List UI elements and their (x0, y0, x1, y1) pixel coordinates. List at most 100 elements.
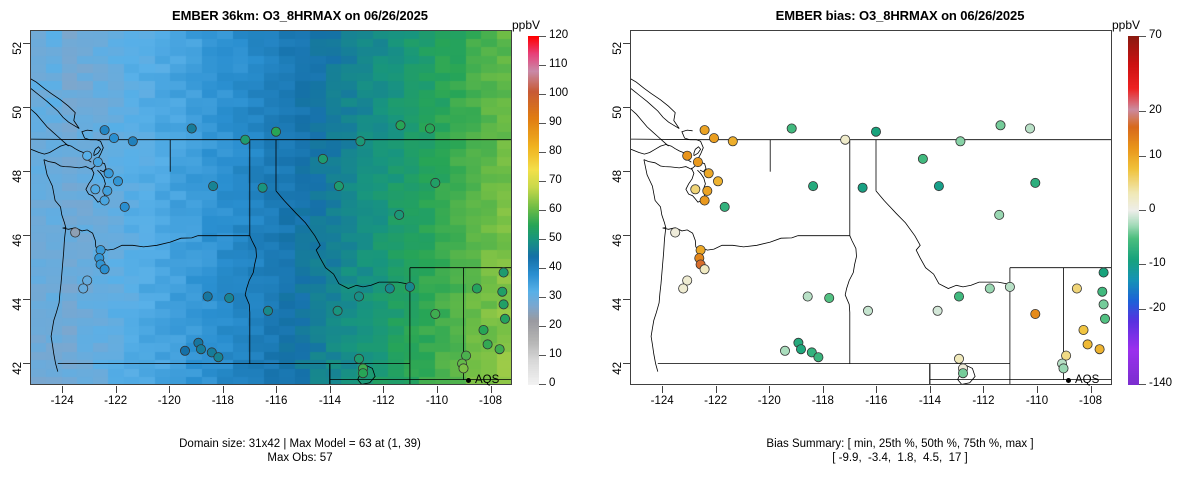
station-marker[interactable] (870, 126, 881, 137)
station-marker[interactable] (317, 153, 328, 164)
station-marker[interactable] (186, 123, 197, 134)
station-marker[interactable] (195, 344, 206, 355)
station-marker[interactable] (471, 283, 482, 294)
station-marker[interactable] (690, 184, 701, 195)
station-marker[interactable] (102, 185, 113, 196)
station-marker[interactable] (813, 352, 824, 363)
station-marker[interactable] (1078, 324, 1089, 335)
station-marker[interactable] (995, 120, 1006, 131)
station-marker[interactable] (498, 267, 509, 278)
station-marker[interactable] (984, 283, 995, 294)
station-marker[interactable] (257, 182, 268, 193)
station-marker[interactable] (332, 305, 343, 316)
station-marker[interactable] (682, 150, 693, 161)
station-marker[interactable] (99, 195, 110, 206)
station-marker[interactable] (1097, 286, 1108, 297)
station-marker[interactable] (404, 281, 415, 292)
station-marker[interactable] (424, 123, 435, 134)
map-plot-bias[interactable] (630, 30, 1112, 385)
station-marker[interactable] (224, 292, 235, 303)
station-marker[interactable] (713, 176, 724, 187)
station-marker[interactable] (955, 136, 966, 147)
station-marker[interactable] (779, 345, 790, 356)
station-marker[interactable] (840, 134, 851, 145)
station-marker[interactable] (699, 264, 710, 275)
station-marker[interactable] (1098, 299, 1109, 310)
station-marker[interactable] (127, 136, 138, 147)
station-marker[interactable] (461, 350, 472, 361)
station-marker[interactable] (808, 181, 819, 192)
station-marker[interactable] (682, 275, 693, 286)
station-marker[interactable] (953, 291, 964, 302)
station-marker[interactable] (1030, 177, 1041, 188)
station-marker[interactable] (670, 227, 681, 238)
station-marker[interactable] (932, 305, 943, 316)
station-markers[interactable] (70, 120, 510, 379)
station-marker[interactable] (240, 134, 251, 145)
station-markers[interactable] (670, 120, 1110, 379)
station-marker[interactable] (78, 283, 89, 294)
station-marker[interactable] (270, 126, 281, 137)
station-marker[interactable] (1024, 123, 1035, 134)
station-marker[interactable] (497, 286, 508, 297)
station-marker[interactable] (92, 157, 103, 168)
station-marker[interactable] (1098, 267, 1109, 278)
station-marker[interactable] (179, 345, 190, 356)
station-marker[interactable] (482, 339, 493, 350)
station-marker[interactable] (933, 181, 944, 192)
station-marker[interactable] (394, 209, 405, 220)
station-marker[interactable] (353, 353, 364, 364)
station-marker[interactable] (113, 176, 124, 187)
station-marker[interactable] (727, 136, 738, 147)
station-marker[interactable] (357, 368, 368, 379)
station-marker[interactable] (703, 168, 714, 179)
station-marker[interactable] (1071, 283, 1082, 294)
station-marker[interactable] (786, 123, 797, 134)
station-marker[interactable] (99, 264, 110, 275)
station-marker[interactable] (1099, 313, 1110, 324)
station-marker[interactable] (478, 324, 489, 335)
station-marker[interactable] (953, 353, 964, 364)
station-marker[interactable] (262, 305, 273, 316)
station-marker[interactable] (119, 201, 130, 212)
station-marker[interactable] (355, 136, 366, 147)
station-marker[interactable] (994, 209, 1005, 220)
station-marker[interactable] (90, 184, 101, 195)
station-marker[interactable] (82, 275, 93, 286)
map-plot-model[interactable] (30, 30, 512, 385)
station-marker[interactable] (494, 344, 505, 355)
station-marker[interactable] (719, 201, 730, 212)
station-marker[interactable] (99, 125, 110, 136)
station-marker[interactable] (333, 181, 344, 192)
station-marker[interactable] (802, 291, 813, 302)
station-marker[interactable] (499, 313, 510, 324)
station-marker[interactable] (1030, 308, 1041, 319)
station-marker[interactable] (430, 177, 441, 188)
station-marker[interactable] (824, 292, 835, 303)
station-marker[interactable] (208, 181, 219, 192)
station-marker[interactable] (1058, 363, 1069, 374)
station-marker[interactable] (917, 153, 928, 164)
station-marker[interactable] (1061, 350, 1072, 361)
station-marker[interactable] (430, 308, 441, 319)
station-marker[interactable] (857, 182, 868, 193)
station-marker[interactable] (702, 185, 713, 196)
station-marker[interactable] (498, 299, 509, 310)
station-marker[interactable] (709, 133, 720, 144)
station-marker[interactable] (82, 150, 93, 161)
station-marker[interactable] (692, 157, 703, 168)
station-marker[interactable] (699, 195, 710, 206)
station-marker[interactable] (103, 168, 114, 179)
station-marker[interactable] (353, 291, 364, 302)
station-marker[interactable] (458, 363, 469, 374)
station-marker[interactable] (795, 344, 806, 355)
station-marker[interactable] (862, 305, 873, 316)
station-marker[interactable] (1004, 281, 1015, 292)
station-marker[interactable] (1094, 344, 1105, 355)
station-marker[interactable] (202, 291, 213, 302)
station-marker[interactable] (70, 227, 81, 238)
station-marker[interactable] (109, 133, 120, 144)
station-marker[interactable] (384, 283, 395, 294)
station-marker[interactable] (678, 283, 689, 294)
station-marker[interactable] (213, 352, 224, 363)
